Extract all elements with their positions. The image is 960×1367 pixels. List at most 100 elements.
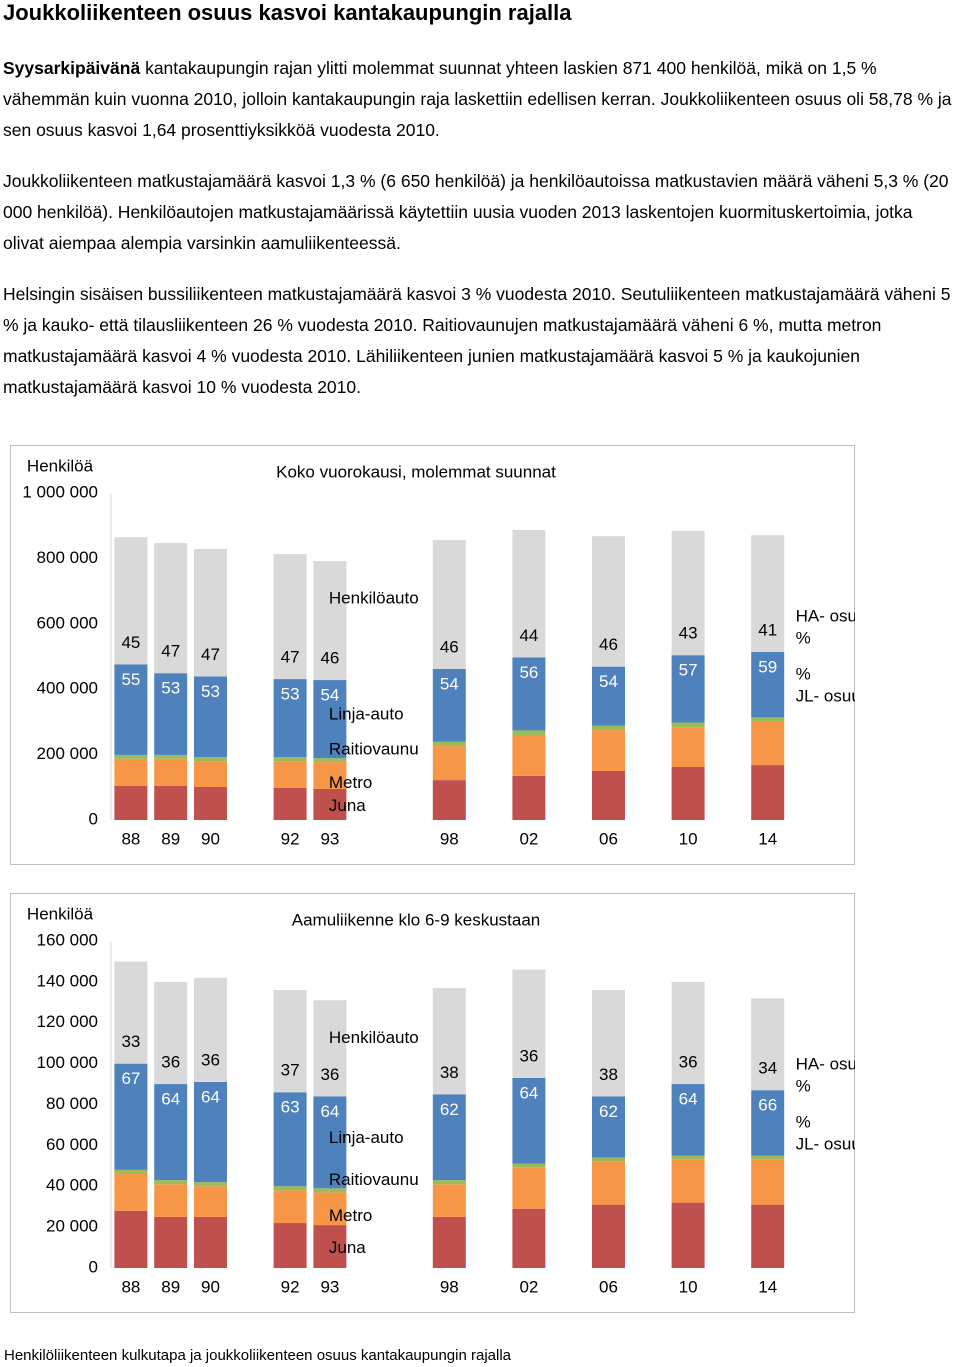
page-title: Joukkoliikenteen osuus kasvoi kantakaupu… xyxy=(3,0,572,25)
y-tick-label: 0 xyxy=(89,1257,98,1276)
bar-segment xyxy=(114,1063,148,1170)
bar-segment xyxy=(432,1094,466,1181)
series-label: Juna xyxy=(329,1238,366,1257)
bar-segment xyxy=(154,543,188,674)
ha-share-label: 36 xyxy=(679,1053,698,1072)
x-tick-label: 93 xyxy=(320,1277,339,1296)
bar-segment xyxy=(432,1216,466,1268)
bar-segment xyxy=(512,775,546,820)
ha-share-label: 36 xyxy=(320,1065,339,1084)
y-tick-label: 140 000 xyxy=(37,971,98,990)
bar-segment xyxy=(751,1204,785,1268)
ha-share-label: 46 xyxy=(599,635,618,654)
bar-segment xyxy=(273,761,307,788)
ha-share-label: 47 xyxy=(281,648,300,667)
series-label: Linja-auto xyxy=(329,1128,404,1147)
x-tick-label: 98 xyxy=(440,829,459,848)
y-tick-label: 100 000 xyxy=(37,1053,98,1072)
bar-segment xyxy=(273,1186,307,1191)
bar-segment xyxy=(154,673,188,755)
ha-share-label: 44 xyxy=(519,626,538,645)
x-tick-label: 14 xyxy=(758,829,777,848)
chart: Aamuliikenne klo 6-9 keskustaan Henkilöä 0… xyxy=(10,893,855,1313)
bar-segment xyxy=(194,1186,227,1217)
bar-segment xyxy=(432,1184,466,1217)
jl-share-label: 54 xyxy=(599,672,618,691)
x-tick-label: 98 xyxy=(440,1277,459,1296)
series-label: Raitiovaunu xyxy=(329,1170,419,1189)
jl-share-label: 64 xyxy=(320,1102,339,1121)
bar-segment xyxy=(432,780,466,820)
ha-share-label: 36 xyxy=(519,1046,538,1065)
ha-share-label: 47 xyxy=(201,645,220,664)
bar-segment xyxy=(194,548,227,677)
y-tick-label: 1 000 000 xyxy=(22,482,98,501)
series-label: Henkilöauto xyxy=(329,1028,419,1047)
bar-segment xyxy=(313,1192,347,1226)
chart-frame xyxy=(10,893,855,1313)
x-tick-label: 92 xyxy=(281,829,300,848)
bar-segment xyxy=(154,785,188,820)
series-label: Raitiovaunu xyxy=(329,740,419,759)
x-tick-label: 88 xyxy=(121,1277,140,1296)
bar-segment xyxy=(512,730,546,735)
series-label: Linja-auto xyxy=(329,705,404,724)
x-tick-label: 89 xyxy=(161,1277,180,1296)
bar-segment xyxy=(512,529,546,658)
ha-share-label: 41 xyxy=(758,620,777,639)
bar-segment xyxy=(154,1184,188,1217)
y-tick-label: 20 000 xyxy=(46,1217,98,1236)
bar-segment xyxy=(592,536,625,667)
bar-segment xyxy=(273,990,307,1093)
jl-share-label: 62 xyxy=(440,1100,459,1119)
bar-segment xyxy=(592,1161,625,1205)
bar-segment xyxy=(154,754,188,759)
jl-share-label: 64 xyxy=(201,1088,220,1107)
jl-share-label: 64 xyxy=(161,1090,180,1109)
bar-segment xyxy=(313,1188,347,1193)
bar-segment xyxy=(592,1157,625,1162)
bar-segment xyxy=(154,1084,188,1181)
bar-segment xyxy=(592,990,625,1097)
x-tick-label: 02 xyxy=(519,1277,538,1296)
series-label: Metro xyxy=(329,773,372,792)
x-tick-label: 10 xyxy=(679,1277,698,1296)
bar-segment xyxy=(751,998,785,1091)
bar-segment xyxy=(273,757,307,762)
bar-segment xyxy=(194,1082,227,1183)
legend-jl: JL- osuus xyxy=(796,686,855,705)
ha-share-label: 43 xyxy=(679,624,698,643)
bar-segment xyxy=(114,664,148,755)
bar-segment xyxy=(114,754,148,759)
bar-segment xyxy=(114,537,148,665)
bar-segment xyxy=(432,746,466,781)
bar-segment xyxy=(512,969,546,1078)
series-label: Metro xyxy=(329,1206,372,1225)
jl-share-label: 53 xyxy=(161,679,180,698)
bar-segment xyxy=(671,727,705,768)
jl-share-label: 53 xyxy=(201,682,220,701)
ha-share-label: 37 xyxy=(281,1061,300,1080)
legend-ha: HA- osuus xyxy=(796,606,855,625)
jl-share-label: 66 xyxy=(758,1096,777,1115)
paragraph-lead: Syysarkipäivänä xyxy=(3,58,141,78)
jl-share-label: 56 xyxy=(519,663,538,682)
bar-segment xyxy=(751,717,785,722)
jl-share-label: 55 xyxy=(121,670,140,689)
bar-segment xyxy=(671,981,705,1085)
ha-share-label: 47 xyxy=(161,642,180,661)
bar-segment xyxy=(273,1223,307,1268)
series-label: Juna xyxy=(329,796,366,815)
jl-share-label: 64 xyxy=(679,1090,698,1109)
chart-title: Koko vuorokausi, molemmat suunnat xyxy=(276,462,556,481)
ha-share-label: 46 xyxy=(320,649,339,668)
bar-segment xyxy=(751,535,785,652)
bar-segment xyxy=(432,1180,466,1185)
bar-segment xyxy=(154,1180,188,1185)
bar-segment xyxy=(512,1163,546,1168)
bar-segment xyxy=(592,770,625,820)
jl-share-label: 54 xyxy=(320,686,339,705)
paragraph: Helsingin sisäisen bussiliikenteen matku… xyxy=(3,284,951,397)
bar-segment xyxy=(432,988,466,1095)
bar-segment xyxy=(273,1190,307,1224)
